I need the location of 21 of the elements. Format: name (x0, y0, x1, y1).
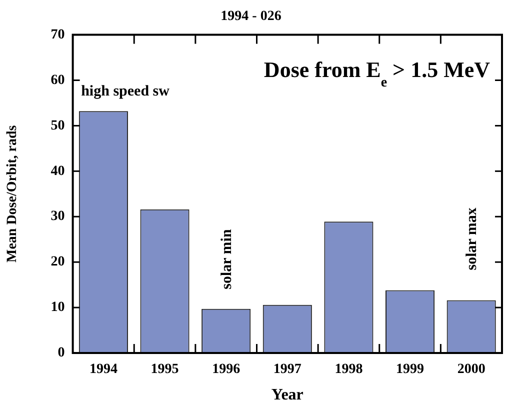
x-tick-label: 1998 (334, 362, 363, 378)
y-tick-label: 30 (50, 209, 65, 224)
x-tick-label: 2000 (457, 362, 486, 378)
x-axis-title: Year (271, 386, 304, 404)
chart-title: 1994 - 026 (220, 9, 282, 24)
y-tick-label: 0 (58, 346, 65, 361)
annotation: high speed sw (81, 83, 170, 100)
y-tick-label: 70 (50, 27, 65, 42)
x-tick-label: 1997 (273, 362, 302, 378)
y-tick-label: 40 (50, 164, 65, 179)
x-tick-label: 1994 (89, 362, 118, 378)
y-tick-label: 60 (50, 72, 65, 88)
y-tick-label: 50 (50, 118, 65, 134)
annotation: solar max (464, 207, 480, 270)
y-axis-title: Mean Dose/Orbit, rads (5, 124, 20, 263)
x-tick-label: 1999 (396, 362, 424, 378)
x-tick-label: 1995 (150, 362, 179, 378)
y-tick-label: 10 (50, 300, 65, 316)
y-tick-label: 20 (50, 254, 65, 270)
x-tick-label: 1996 (212, 362, 240, 378)
annotation: solar min (219, 228, 236, 290)
